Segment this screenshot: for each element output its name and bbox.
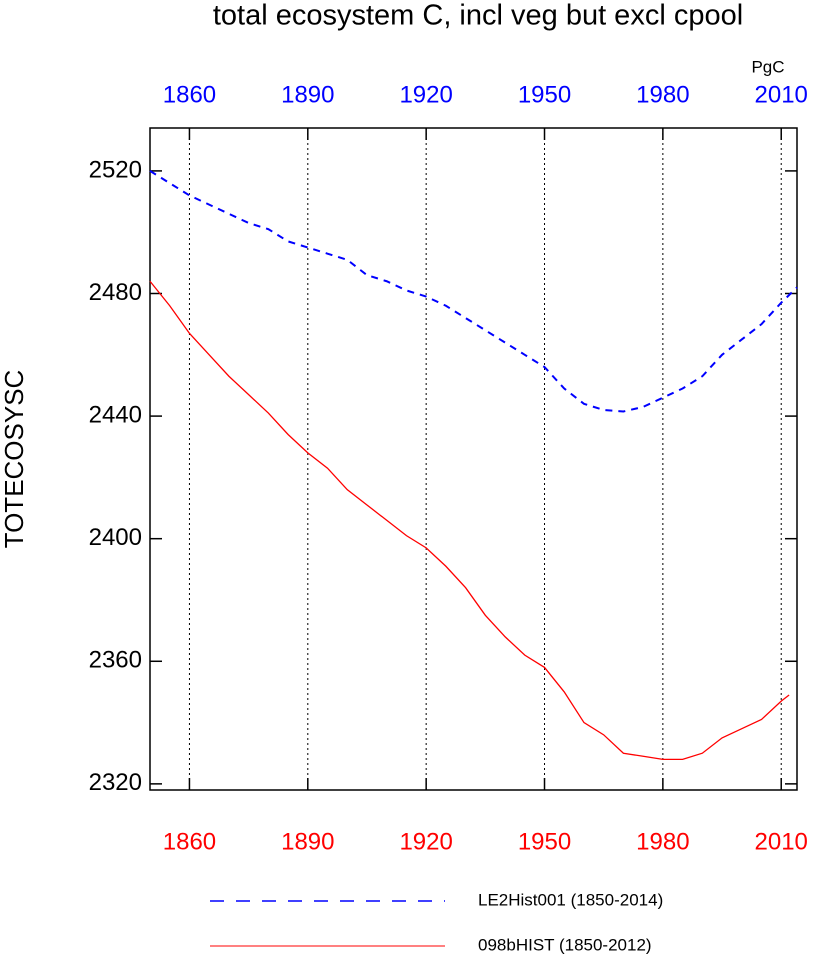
x-tick-label-bottom: 1890	[281, 828, 334, 855]
plot-frame	[149, 127, 798, 791]
legend-label: 098bHIST (1850-2012)	[478, 935, 652, 954]
x-tick-label-top: 1950	[518, 81, 571, 108]
chart-title: total ecosystem C, incl veg but excl cpo…	[213, 0, 743, 32]
y-tick-label: 2320	[89, 769, 142, 796]
x-tick-label-bottom: 1920	[399, 828, 452, 855]
y-tick-label: 2520	[89, 156, 142, 183]
units: PgC	[751, 57, 784, 76]
x-tick-label-top: 2010	[755, 81, 808, 108]
y-tick-label: 2400	[89, 524, 142, 551]
series-line	[149, 170, 798, 413]
y-tick-label: 2480	[89, 279, 142, 306]
x-tick-label-top: 1890	[281, 81, 334, 108]
y-axis-label: TOTECOSYSC	[0, 370, 29, 549]
y-tick-label: 2440	[89, 401, 142, 428]
x-tick-label-bottom: 1980	[636, 828, 689, 855]
series-line	[149, 280, 790, 761]
x-tick-label-bottom: 1950	[518, 828, 571, 855]
legend-label: LE2Hist001 (1850-2014)	[478, 890, 663, 909]
x-tick-label-bottom: 2010	[755, 828, 808, 855]
x-tick-label-top: 1920	[399, 81, 452, 108]
x-tick-label-top: 1860	[163, 81, 216, 108]
y-tick-label: 2360	[89, 647, 142, 674]
x-tick-label-top: 1980	[636, 81, 689, 108]
x-tick-label-bottom: 1860	[163, 828, 216, 855]
